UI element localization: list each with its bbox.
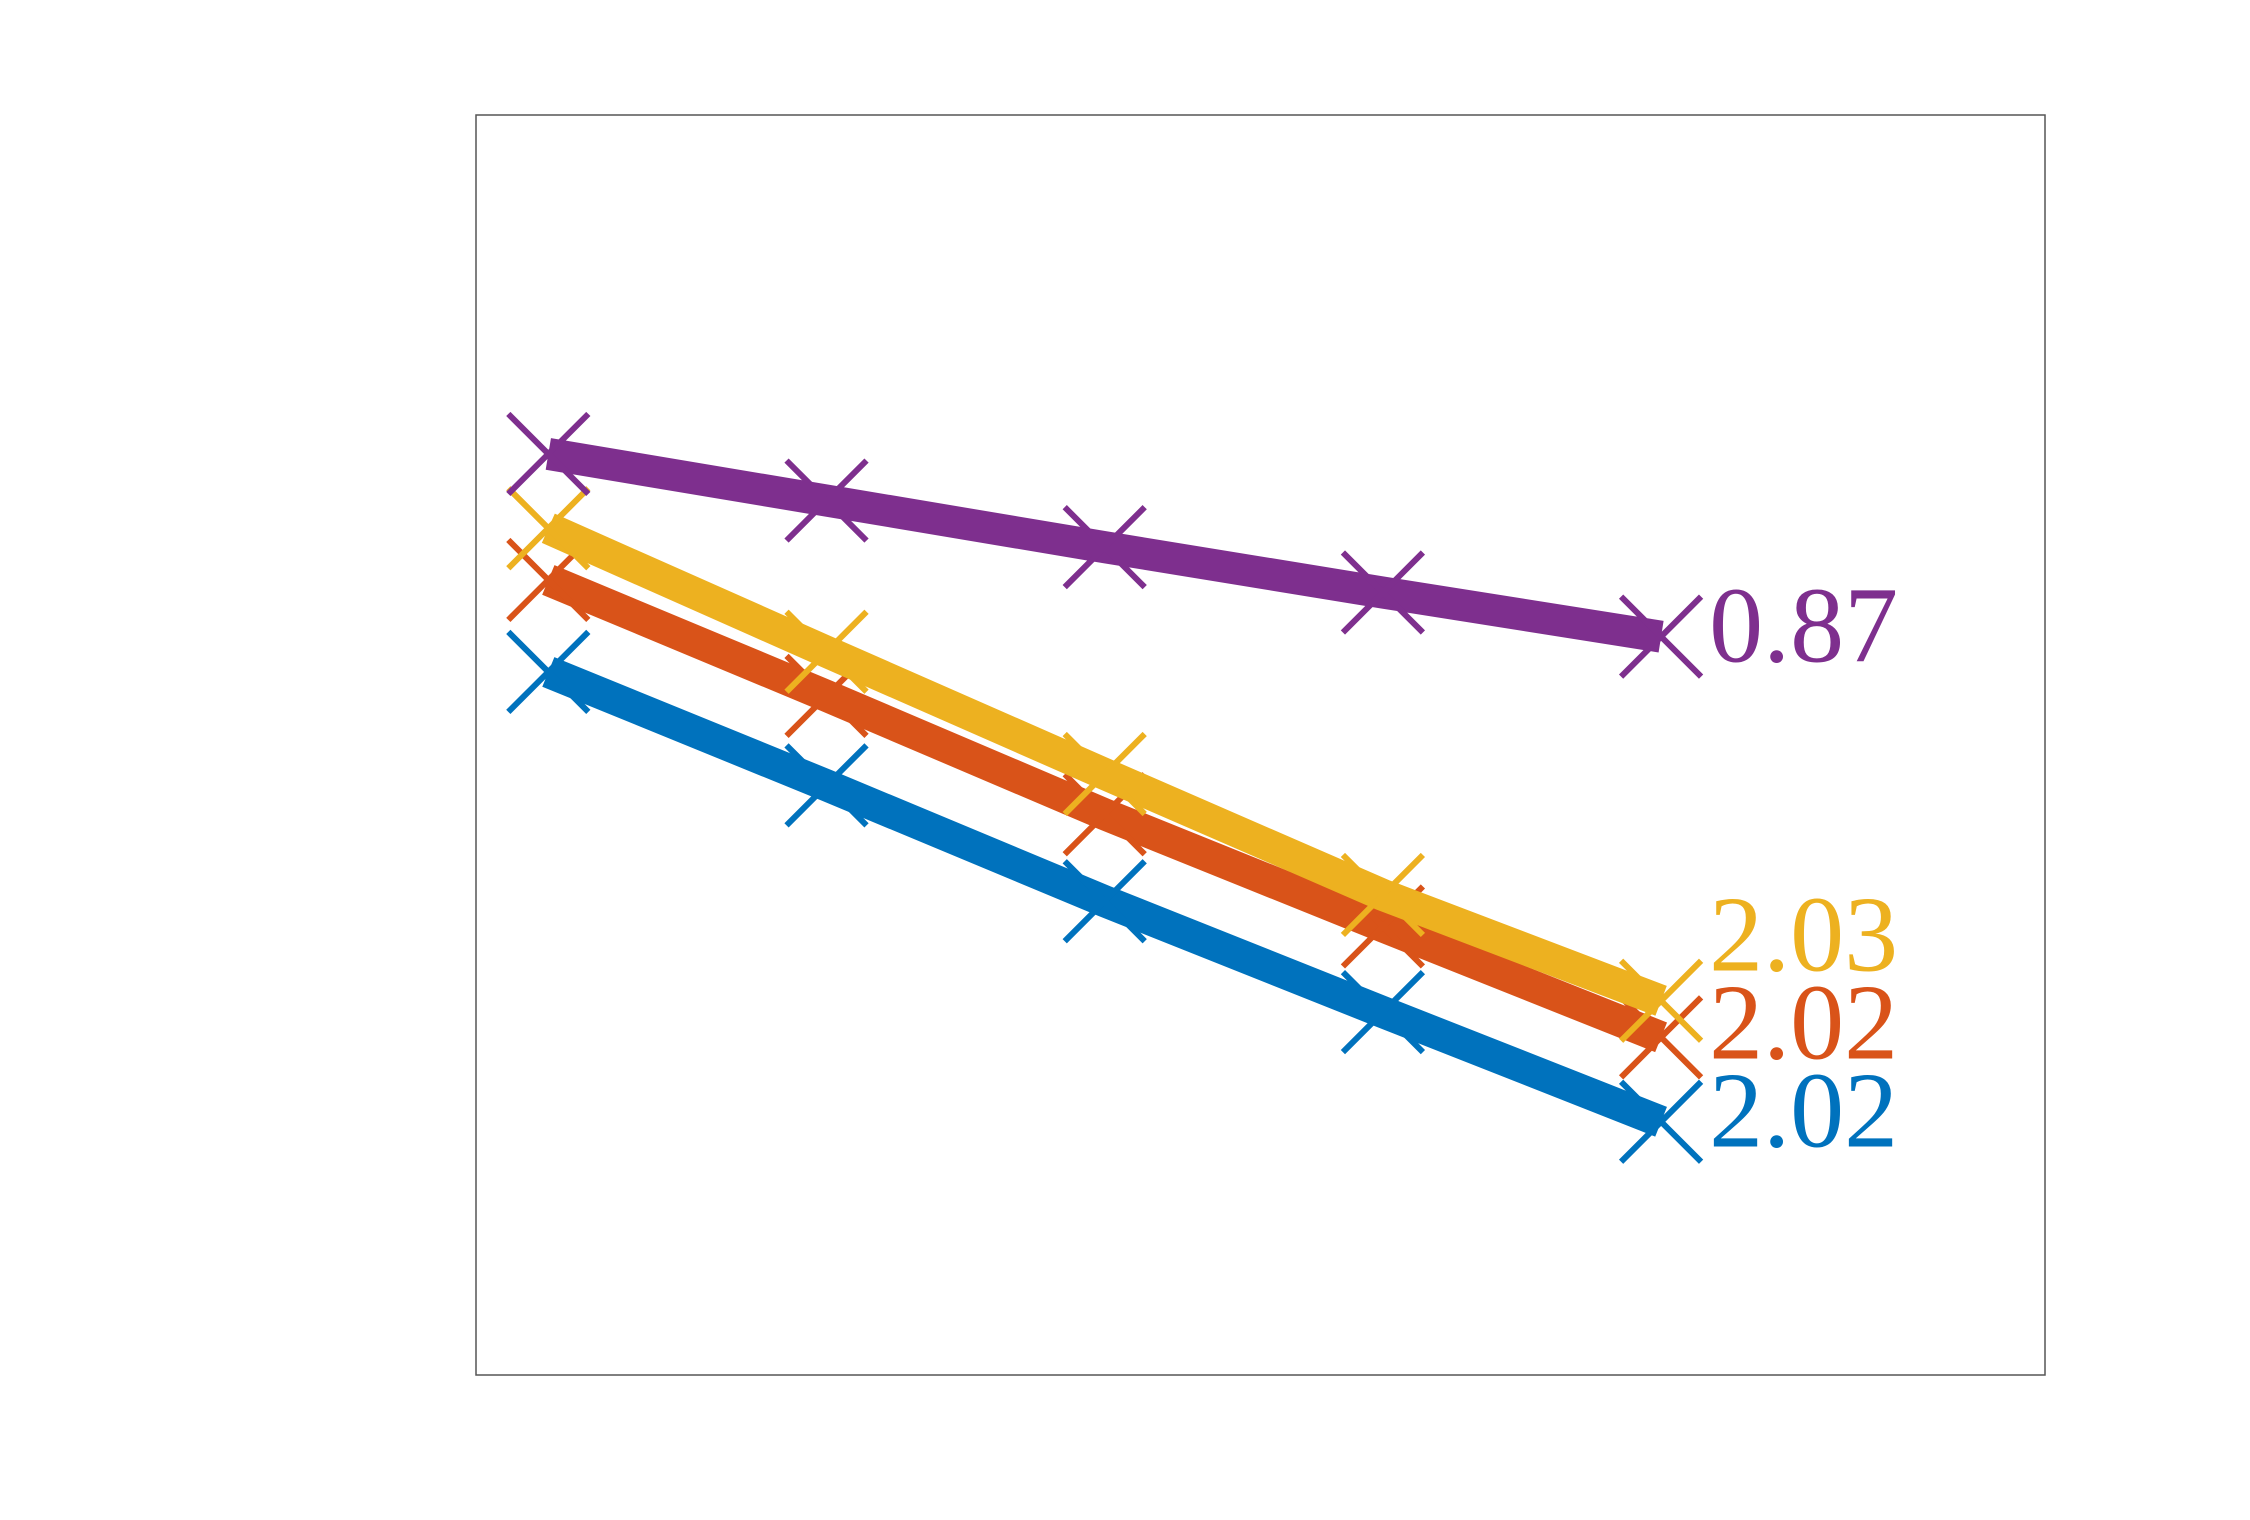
marker [784, 743, 869, 828]
marker [1618, 995, 1704, 1080]
series-label: 2.02 [1709, 964, 1898, 1083]
marker [1340, 969, 1426, 1055]
series-label: 2.02 [1709, 1052, 1898, 1171]
marker [506, 411, 591, 497]
marker [784, 458, 869, 543]
series-line [542, 657, 1667, 1137]
marker [784, 609, 869, 694]
marker [1618, 594, 1704, 679]
plot-frame [475, 114, 2046, 1376]
marker [1618, 958, 1704, 1043]
marker [1062, 731, 1147, 817]
series-label: 2.03 [1709, 876, 1898, 995]
series-label: 0.87 [1709, 566, 1898, 685]
marker [1618, 1079, 1704, 1164]
series-line [542, 565, 1668, 1053]
marker [506, 486, 591, 571]
marker [1340, 550, 1426, 635]
marker [1062, 859, 1147, 944]
marker [1340, 852, 1426, 938]
marker [506, 629, 591, 715]
marker [1062, 505, 1147, 590]
